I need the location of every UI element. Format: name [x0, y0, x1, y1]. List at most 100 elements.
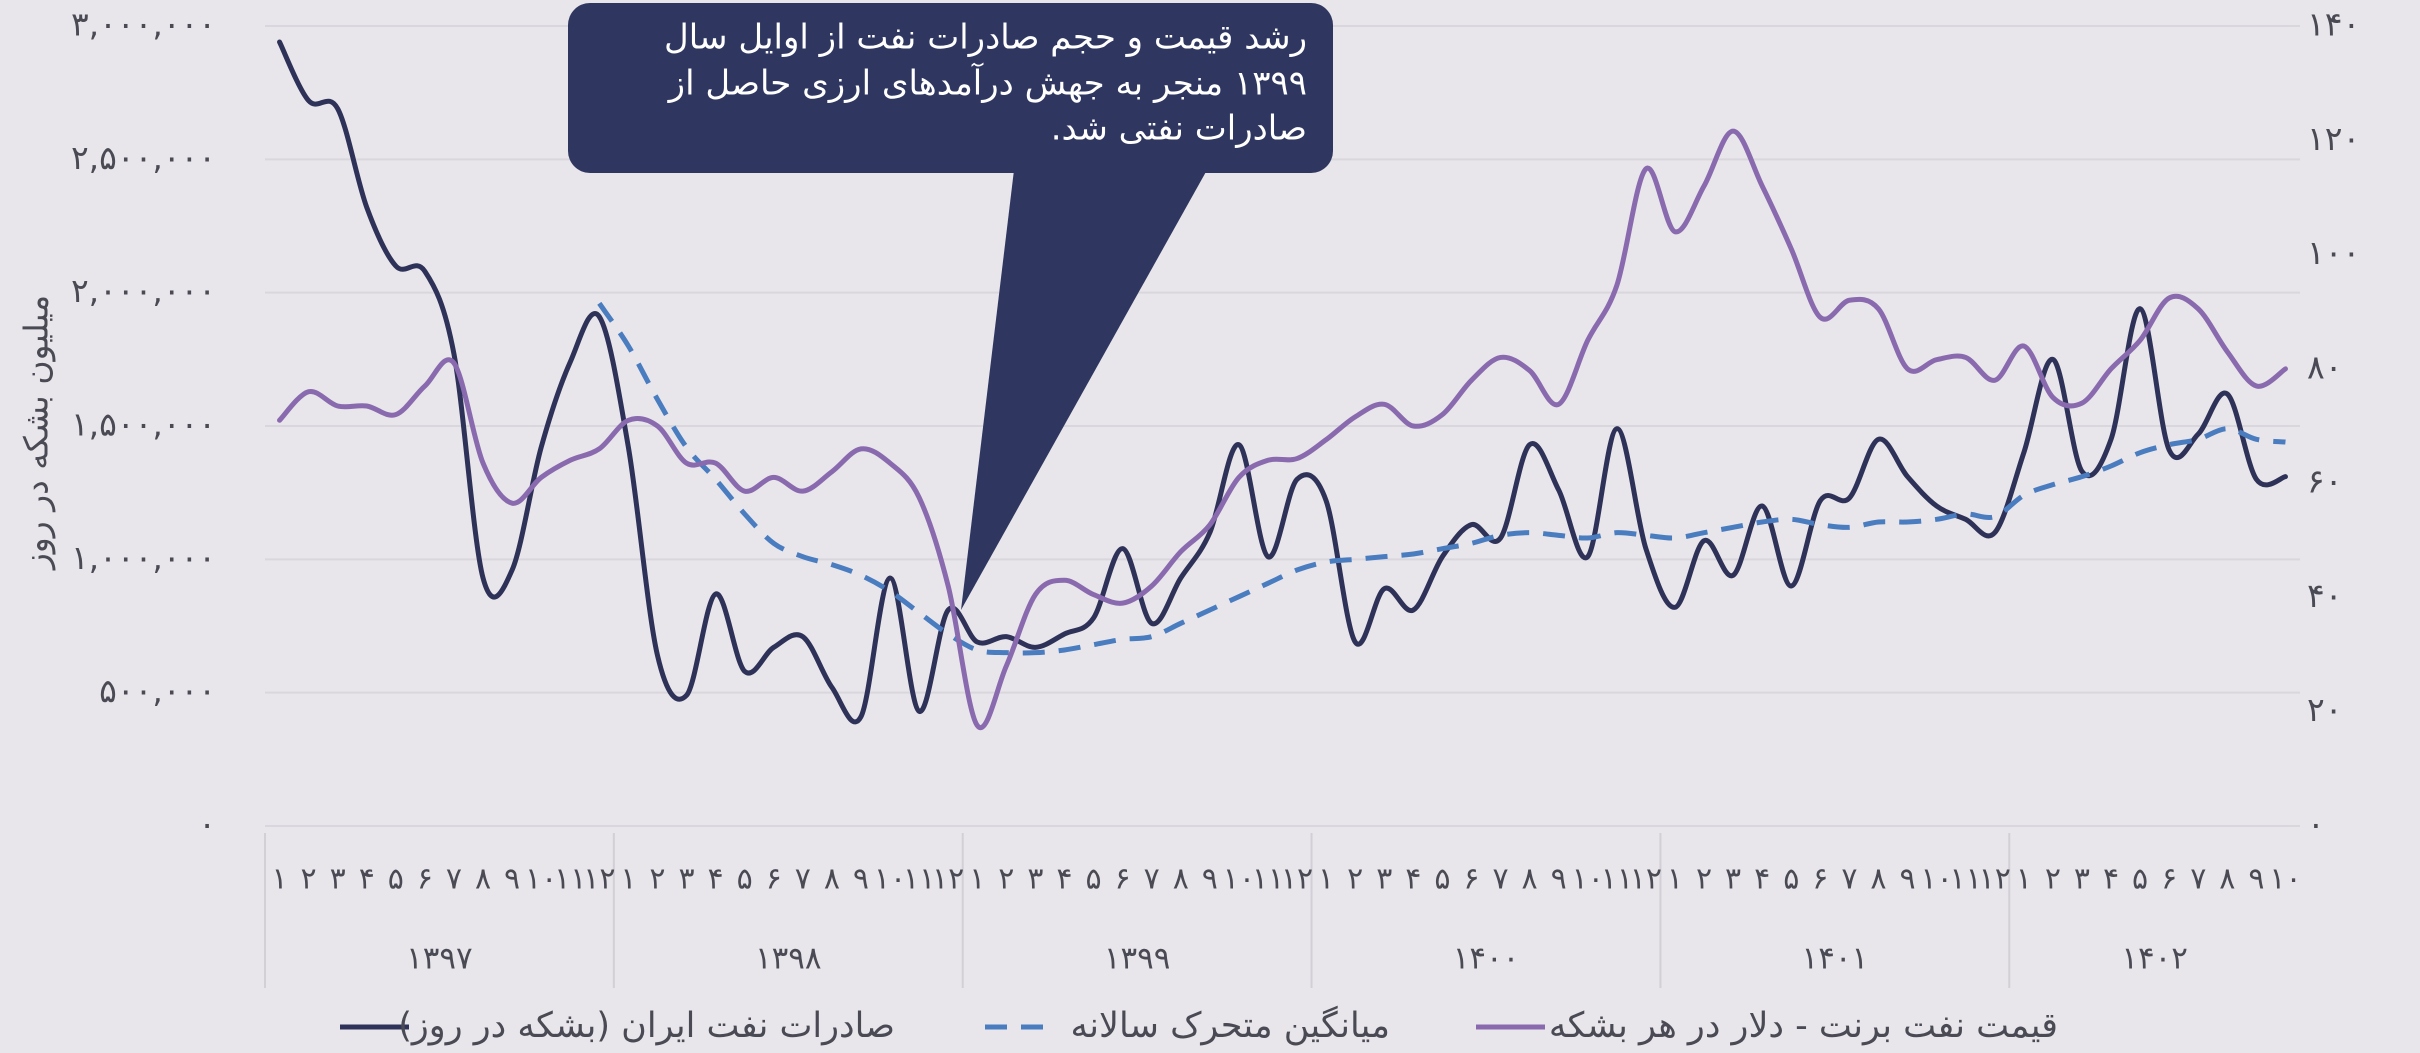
x-tick-label: ۱۲ — [583, 862, 615, 897]
x-tick-label: ۲ — [649, 862, 665, 897]
x-tick-label: ۸ — [1173, 862, 1189, 897]
y2-tick-label: ۰ — [2307, 805, 2325, 844]
x-tick-label: ۵ — [388, 862, 404, 897]
x-tick-label: ۳ — [1725, 862, 1741, 897]
x-tick-label: ۷ — [1492, 862, 1508, 897]
x-tick-label: ۲ — [301, 862, 317, 897]
x-tick-label: ۹ — [853, 862, 869, 897]
x-tick-label: ۵ — [2132, 862, 2148, 897]
x-tick-label: ۷ — [1841, 862, 1857, 897]
y-tick-label: ۵۰۰,۰۰۰ — [99, 671, 216, 710]
x-tick-label: ۸ — [1870, 862, 1886, 897]
x-tick-label: ۹ — [504, 862, 520, 897]
x-tick-label: ۴ — [1056, 862, 1072, 897]
x-tick-label: ۶ — [1463, 862, 1479, 897]
group-label: ۱۴۰۲ — [2121, 941, 2188, 977]
x-tick-label: ۱۰ — [1223, 862, 1255, 897]
x-tick-label: ۳ — [2074, 862, 2090, 897]
y2-tick-label: ۴۰ — [2307, 576, 2342, 615]
x-tick-label: ۷ — [446, 862, 462, 897]
x-tick-label: ۹ — [1551, 862, 1567, 897]
x-tick-label: ۲ — [1696, 862, 1712, 897]
annotation-pointer — [961, 170, 1207, 610]
x-tick-label: ۹ — [2248, 862, 2264, 897]
y2-tick-label: ۱۴۰ — [2307, 5, 2360, 44]
annotation-text: صادرات نفتی شد. — [1051, 109, 1307, 149]
x-tick-label: ۱۲ — [932, 862, 964, 897]
x-tick-label: ۸ — [1522, 862, 1538, 897]
x-tick-label: ۷ — [795, 862, 811, 897]
y2-tick-label: ۲۰ — [2307, 690, 2342, 729]
x-tick-label: ۴ — [1754, 862, 1770, 897]
legend-label: قیمت نفت برنت - دلار در هر بشکه — [1549, 1006, 2058, 1046]
group-label: ۱۴۰۱ — [1802, 941, 1869, 977]
plot — [277, 39, 2288, 731]
x-tick-label: ۱ — [1667, 862, 1683, 897]
x-tick-label: ۱ — [271, 862, 287, 897]
y-axis-label: میلیون بشکه در روز — [17, 295, 56, 571]
x-tick-label: ۵ — [1783, 862, 1799, 897]
x-tick-label: ۴ — [1405, 862, 1421, 897]
x-tick-label: ۱۱ — [903, 862, 935, 897]
x-tick-label: ۱۰ — [525, 862, 557, 897]
y-tick-label: ۰ — [198, 805, 216, 844]
series-line — [277, 128, 2288, 731]
x-tick-label: ۴ — [2103, 862, 2119, 897]
x-tick-label: ۸ — [2219, 862, 2235, 897]
x-tick-label: ۶ — [1115, 862, 1131, 897]
group-label: ۱۳۹۹ — [1104, 941, 1171, 977]
x-tick-label: ۱ — [620, 862, 636, 897]
x-tick-label: ۳ — [1027, 862, 1043, 897]
x-tick-label: ۲ — [998, 862, 1014, 897]
annotation: رشد قیمت و حجم صادرات نفت از اوایل سال ۱… — [568, 3, 1333, 610]
annotation-text: رشد قیمت و حجم صادرات نفت از اوایل سال — [664, 18, 1307, 58]
x-tick-label: ۲ — [2045, 862, 2061, 897]
y-tick-label: ۱,۰۰۰,۰۰۰ — [71, 538, 216, 577]
y2-tick-label: ۶۰ — [2307, 462, 2342, 501]
x-tick-label: ۹ — [1899, 862, 1915, 897]
x-tick-label: ۱۲ — [1281, 862, 1313, 897]
x-tick-label: ۷ — [1144, 862, 1160, 897]
x-tick-label: ۳ — [330, 862, 346, 897]
x-tick-label: ۵ — [1085, 862, 1101, 897]
x-tick-label: ۷ — [2190, 862, 2206, 897]
y2-tick-label: ۱۲۰ — [2307, 119, 2360, 158]
x-tick-label: ۱۱ — [1950, 862, 1982, 897]
x-tick-label: ۸ — [824, 862, 840, 897]
annotation-text: ۱۳۹۹ منجر به جهش درآمدهای ارزی حاصل از — [667, 63, 1307, 104]
y2-tick-label: ۸۰ — [2307, 347, 2342, 386]
group-label: ۱۴۰۰ — [1453, 941, 1520, 977]
x-tick-label: ۴ — [359, 862, 375, 897]
x-tick-label: ۶ — [1812, 862, 1828, 897]
x-tick-label: ۱۰ — [2269, 862, 2301, 897]
x-tick-label: ۸ — [475, 862, 491, 897]
group-label: ۱۳۹۸ — [755, 941, 822, 977]
legend-label: صادرات نفت ایران (بشکه در روز) — [398, 1006, 895, 1046]
legend-label: میانگین متحرک سالانه — [1071, 1005, 1391, 1046]
x-tick-label: ۱ — [2016, 862, 2032, 897]
x-tick-label: ۱۰ — [1572, 862, 1604, 897]
series-line — [277, 39, 2288, 725]
x-tick-label: ۵ — [1434, 862, 1450, 897]
group-label: ۱۳۹۷ — [406, 941, 473, 977]
y2-tick-label: ۱۰۰ — [2307, 233, 2360, 272]
x-tick-label: ۴ — [708, 862, 724, 897]
x-tick-label: ۱۱ — [1252, 862, 1284, 897]
x-tick-label: ۱ — [969, 862, 985, 897]
x-tick-label: ۶ — [2161, 862, 2177, 897]
x-tick-label: ۵ — [737, 862, 753, 897]
y-tick-label: ۱,۵۰۰,۰۰۰ — [71, 405, 216, 444]
x-tick-label: ۳ — [678, 862, 694, 897]
y-tick-label: ۲,۵۰۰,۰۰۰ — [71, 138, 216, 177]
x-tick-label: ۹ — [1202, 862, 1218, 897]
x-tick-label: ۶ — [417, 862, 433, 897]
x-tick-label: ۳ — [1376, 862, 1392, 897]
x-tick-label: ۱۰ — [874, 862, 906, 897]
x-tick-label: ۶ — [766, 862, 782, 897]
x-tick-label: ۱۰ — [1920, 862, 1952, 897]
x-tick-label: ۱۱ — [1601, 862, 1633, 897]
series-line — [597, 301, 2286, 656]
x-tick-label: ۱۱ — [554, 862, 586, 897]
